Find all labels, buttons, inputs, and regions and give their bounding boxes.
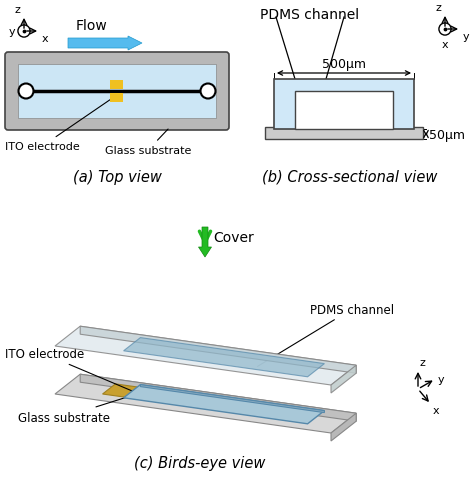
Polygon shape bbox=[124, 385, 324, 424]
Text: z: z bbox=[435, 3, 441, 13]
Polygon shape bbox=[80, 374, 356, 421]
Bar bbox=[110, 94, 124, 103]
Text: z: z bbox=[14, 5, 20, 15]
Polygon shape bbox=[80, 326, 356, 373]
Text: Glass substrate: Glass substrate bbox=[105, 130, 191, 156]
Bar bbox=[274, 80, 414, 130]
Text: z: z bbox=[420, 357, 426, 367]
Text: x: x bbox=[442, 40, 448, 50]
Polygon shape bbox=[102, 384, 171, 402]
Text: x: x bbox=[42, 34, 49, 44]
Text: PDMS channel: PDMS channel bbox=[257, 303, 394, 366]
FancyArrow shape bbox=[199, 227, 211, 258]
Text: y: y bbox=[438, 374, 444, 384]
Polygon shape bbox=[331, 413, 356, 441]
Polygon shape bbox=[331, 366, 356, 393]
Text: (a) Top view: (a) Top view bbox=[73, 170, 162, 184]
Circle shape bbox=[201, 84, 216, 99]
Text: (c) Birds-eye view: (c) Birds-eye view bbox=[134, 455, 266, 470]
FancyBboxPatch shape bbox=[5, 53, 229, 131]
Text: PDMS channel: PDMS channel bbox=[260, 8, 360, 22]
Polygon shape bbox=[55, 374, 356, 433]
Text: ITO electrode: ITO electrode bbox=[5, 348, 134, 392]
Bar bbox=[110, 81, 124, 90]
Bar bbox=[265, 128, 423, 140]
Bar bbox=[18, 65, 216, 119]
Circle shape bbox=[18, 84, 34, 99]
Polygon shape bbox=[140, 385, 324, 413]
Circle shape bbox=[439, 24, 451, 36]
Text: (b) Cross-sectional view: (b) Cross-sectional view bbox=[262, 170, 438, 184]
Bar bbox=[295, 92, 393, 130]
Circle shape bbox=[18, 26, 30, 38]
Text: 50μm: 50μm bbox=[429, 128, 465, 141]
FancyArrow shape bbox=[68, 37, 142, 51]
Text: y: y bbox=[463, 32, 470, 42]
Text: x: x bbox=[433, 406, 439, 415]
Polygon shape bbox=[124, 338, 324, 377]
Text: 500μm: 500μm bbox=[322, 58, 366, 71]
Polygon shape bbox=[55, 326, 356, 385]
Text: Cover: Cover bbox=[213, 230, 254, 244]
Text: Glass substrate: Glass substrate bbox=[18, 389, 151, 424]
Text: ITO electrode: ITO electrode bbox=[5, 100, 112, 152]
Text: y: y bbox=[8, 27, 15, 37]
Text: Flow: Flow bbox=[76, 19, 108, 33]
